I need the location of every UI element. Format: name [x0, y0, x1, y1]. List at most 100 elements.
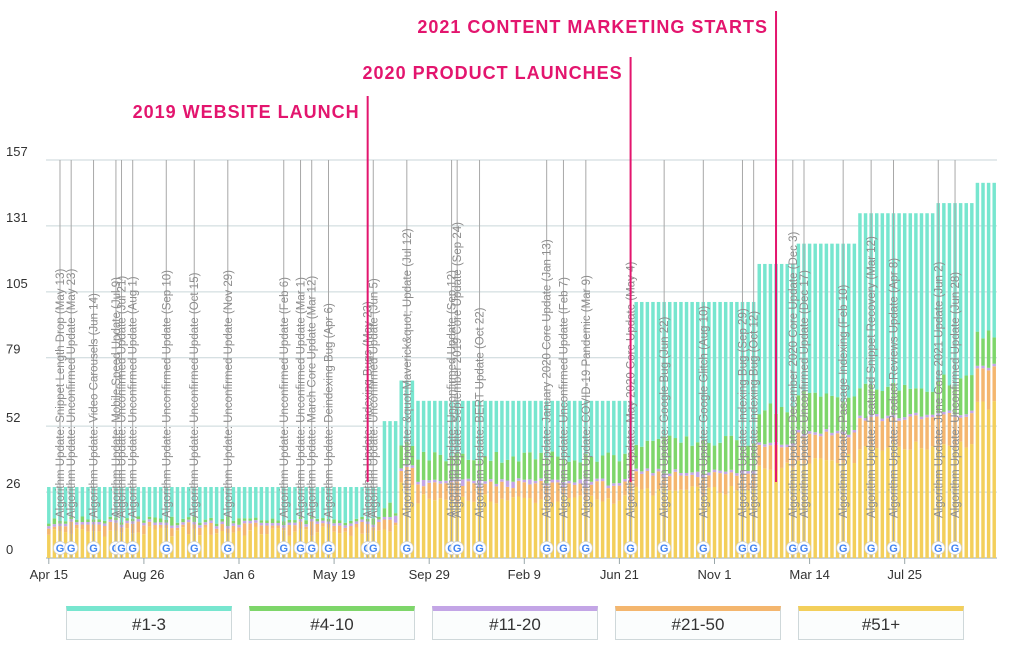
bar-segment — [640, 473, 644, 490]
bar-segment — [567, 497, 571, 558]
bar-segment — [712, 472, 717, 487]
algorithm-update-label: Algorithm Update: Passage Indexing (Feb … — [838, 285, 850, 518]
bar-segment — [181, 522, 185, 525]
bar-segment — [992, 337, 996, 364]
bar-segment — [925, 449, 929, 558]
bar-segment — [735, 475, 739, 491]
bar-segment — [63, 487, 68, 522]
bar-segment — [880, 213, 885, 392]
bar-segment — [746, 445, 750, 472]
google-icon: G — [746, 541, 761, 555]
google-icon: G — [450, 541, 465, 555]
bar-segment — [813, 432, 817, 435]
bar-segment — [779, 444, 784, 448]
bar-segment — [237, 530, 241, 558]
bar-segment — [975, 365, 980, 369]
bar-segment — [52, 518, 57, 525]
bar-segment — [242, 535, 247, 558]
bar-segment — [483, 400, 487, 457]
bar-segment — [489, 481, 493, 502]
bar-segment — [505, 480, 510, 487]
bar-segment — [265, 534, 269, 558]
bar-segment — [919, 416, 924, 420]
bar-segment — [723, 436, 728, 472]
bar-segment — [992, 366, 996, 402]
bar-segment — [986, 330, 991, 368]
bar-segment — [516, 478, 521, 481]
bar-segment — [242, 520, 247, 524]
legend-item-top3[interactable]: #1-3 — [66, 606, 232, 640]
bar-segment — [494, 400, 499, 453]
bar-segment — [231, 523, 236, 526]
google-icon-badge — [657, 541, 672, 555]
bar-segment — [925, 391, 929, 415]
bar-segment — [634, 444, 638, 469]
bar-segment — [321, 523, 325, 527]
bar-segment — [528, 479, 532, 485]
bar-segment — [254, 522, 258, 527]
bar-segment — [265, 525, 269, 535]
bar-segment — [617, 485, 622, 501]
legend-item-top10[interactable]: #4-10 — [249, 606, 415, 640]
google-icon-glyph: G — [951, 543, 960, 555]
bar-segment — [343, 525, 348, 528]
bar-segment — [276, 525, 280, 529]
bar-segment — [209, 523, 213, 535]
google-icon-badge — [746, 541, 761, 555]
bar-segment — [830, 243, 834, 396]
bar-segment — [52, 487, 57, 519]
bar-segment — [992, 182, 996, 338]
bar-segment — [852, 243, 857, 397]
bar-segment — [707, 487, 711, 558]
bar-segment — [86, 524, 90, 532]
bar-segment — [349, 535, 353, 558]
bar-segment — [52, 526, 57, 530]
bar-segment — [231, 525, 236, 533]
bar-segment — [964, 447, 968, 558]
bar-segment — [612, 485, 616, 504]
google-icon: G — [931, 541, 946, 555]
bar-segment — [673, 490, 678, 558]
bar-segment — [170, 516, 174, 526]
bar-segment — [214, 487, 219, 524]
bar-segment — [153, 529, 157, 558]
google-icon-badge — [125, 541, 140, 555]
bar-segment — [600, 501, 605, 558]
bar-segment — [332, 487, 336, 520]
bar-segment — [86, 487, 90, 520]
bar-segment — [63, 523, 68, 527]
legend-item-51plus[interactable]: #51+ — [798, 606, 964, 640]
bar-segment — [852, 396, 857, 430]
bar-segment — [248, 520, 252, 524]
legend-item-top20[interactable]: #11-20 — [432, 606, 598, 640]
bar-segment — [886, 415, 890, 419]
bar-segment — [410, 380, 415, 446]
bar-segment — [421, 451, 426, 480]
bar-segment — [723, 494, 728, 558]
bar-segment — [723, 301, 728, 437]
bar-segment — [695, 486, 700, 558]
bar-segment — [304, 520, 308, 525]
bar-segment — [97, 519, 101, 522]
bar-segment — [533, 502, 538, 558]
bar-segment — [858, 449, 862, 558]
bar-segment — [707, 472, 711, 476]
bar-segment — [718, 442, 722, 471]
google-icon-glyph: G — [789, 543, 798, 555]
bar-segment — [170, 525, 174, 529]
bar-segment — [902, 213, 907, 385]
legend-item-top50[interactable]: #21-50 — [615, 606, 781, 640]
google-icon-badge — [321, 541, 336, 555]
stacked-bar-chart: 0 26 52 79 105 131 157 Algorithm Update: Snippe… — [6, 11, 997, 582]
bar-segment — [248, 530, 252, 558]
bar-segment — [315, 521, 320, 524]
bar-segment — [466, 478, 471, 482]
bar-segment — [332, 519, 336, 524]
bar-segment — [858, 213, 862, 389]
bar-segment — [992, 401, 996, 558]
bar-segment — [153, 522, 157, 526]
legend-label: #21-50 — [671, 615, 725, 634]
bar-segment — [97, 524, 101, 532]
bar-segment — [729, 472, 734, 487]
bar-segment — [511, 456, 515, 482]
